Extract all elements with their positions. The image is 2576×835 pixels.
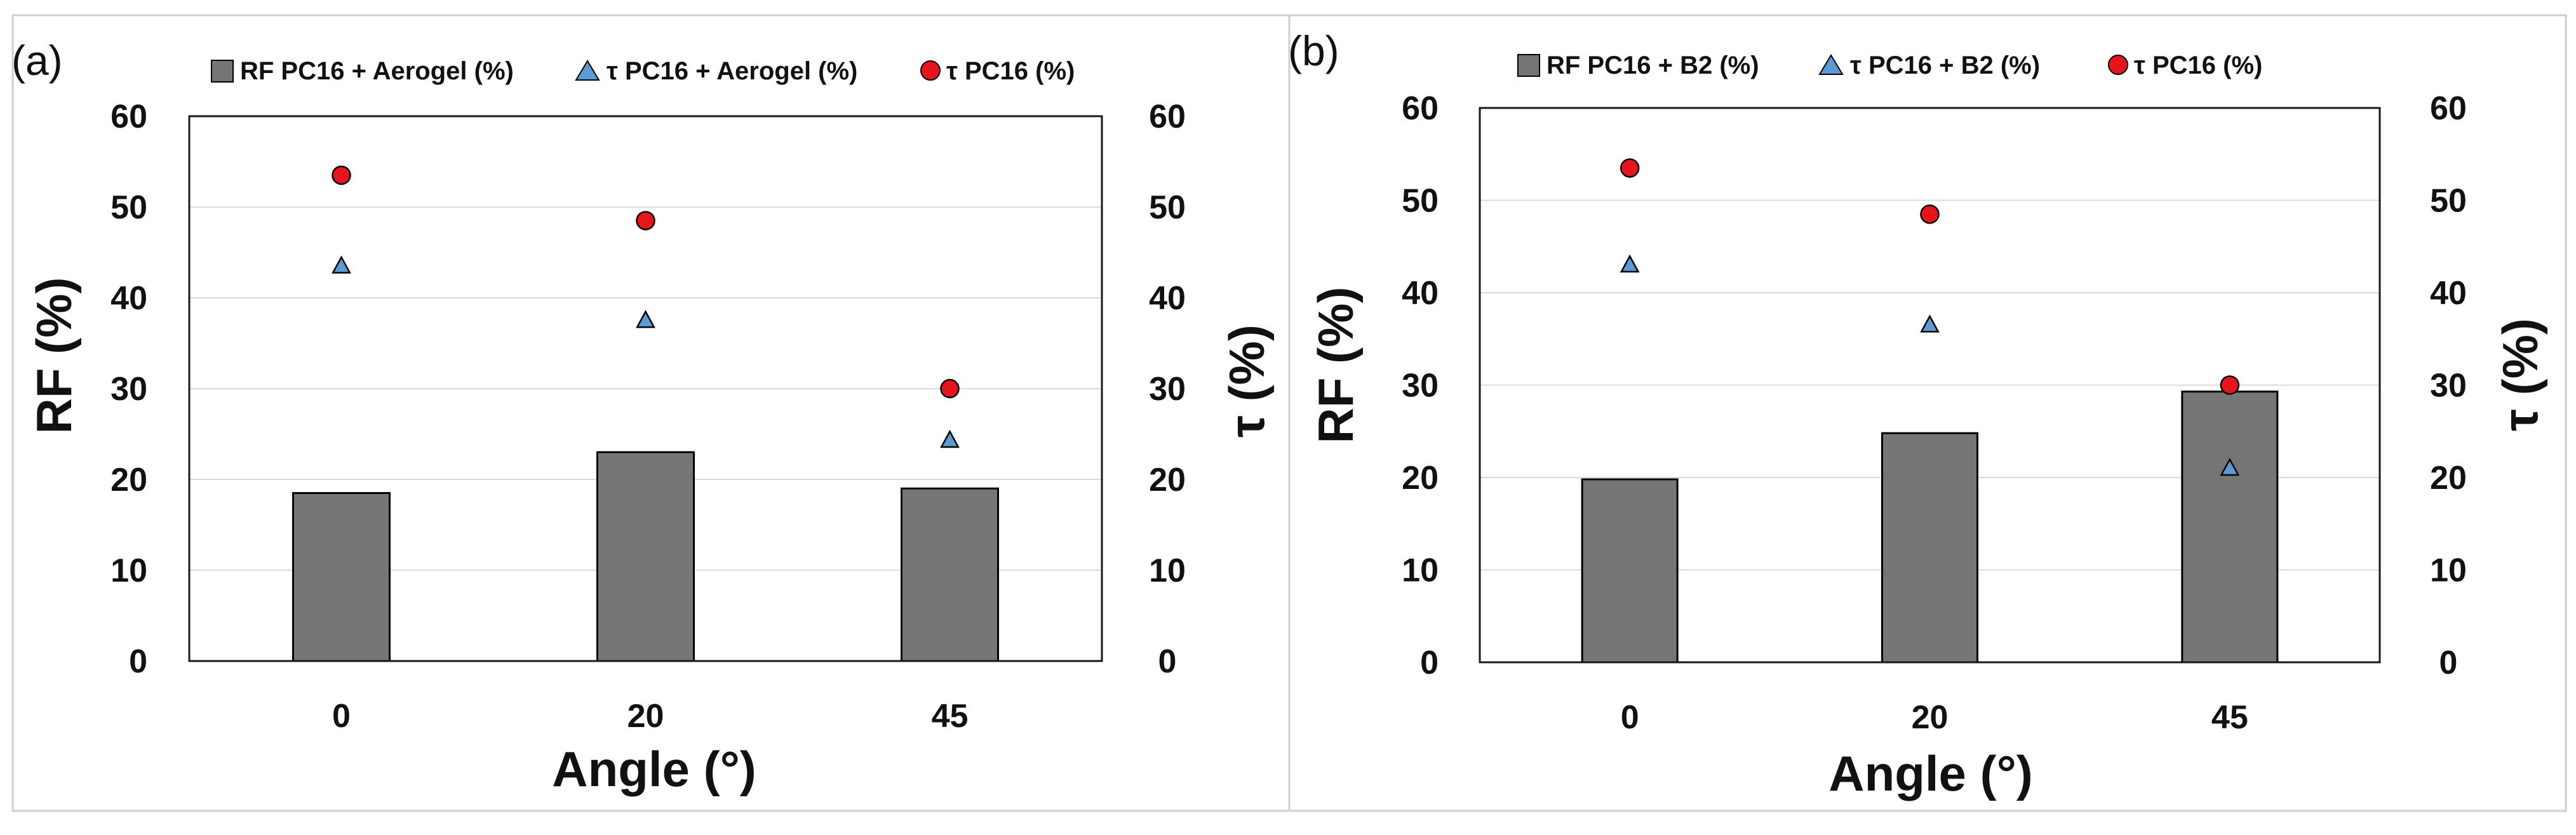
panel-b-x-axis-title: Angle (°) [1828,745,2032,801]
x-tick-label: 0 [332,698,351,735]
panel-a-y-axis-title: RF (%) [26,277,82,434]
panel-b-y2-axis-title: τ (%) [2492,318,2548,431]
panel-a-label: (a) [11,37,63,84]
panel-a-plot-frame [188,115,1103,662]
y2-tick-label: 10 [2430,552,2467,589]
panel-b-right-axis-ticks: 0 10 20 30 40 50 60 [2430,90,2467,681]
y2-tick-label: 40 [1149,280,1186,317]
legend-label-bar: RF PC16 + B2 (%) [1546,51,1759,79]
rf-bar-20 [1881,432,1978,664]
legend-label-bar: RF PC16 + Aerogel (%) [240,57,514,85]
panel-a-x-axis-title: Angle (°) [552,741,756,797]
panel-a-right-axis-ticks: 0 10 20 30 40 50 60 [1149,98,1186,680]
legend-bar-swatch [211,60,234,83]
tau-triangle-point-45 [940,429,960,448]
y-tick-label: 10 [1402,552,1439,589]
tau-triangle-point-0 [1620,254,1640,273]
y-tick-label: 30 [111,371,147,408]
legend-triangle-swatch [1818,54,1844,75]
legend-bar-swatch [1517,54,1540,77]
panel-b-legend: RF PC16 + B2 (%) τ PC16 + B2 (%) τ PC16 … [1517,51,2262,79]
rf-bar-45 [901,487,999,662]
y2-tick-label: 20 [1149,462,1186,498]
y-tick-label: 30 [1402,368,1439,404]
legend-circle-swatch [2108,55,2128,75]
chart-panel-a: (a) RF PC16 + Aerogel (%) τ PC16 + Aerog… [11,14,1291,812]
y-tick-label: 0 [1420,645,1439,681]
tau-triangle-point-45 [2220,457,2240,476]
legend-label-triangle: τ PC16 + B2 (%) [1850,51,2040,79]
y-tick-label: 50 [1402,183,1439,220]
x-tick-label: 45 [2211,699,2248,736]
panel-a-bars [292,451,999,662]
y2-tick-label: 0 [2439,645,2458,681]
legend-circle-swatch [920,60,941,81]
panel-b-bars [1581,391,2279,664]
x-tick-label: 20 [1912,699,1949,736]
y-tick-label: 20 [111,462,147,498]
y2-tick-label: 60 [2430,90,2467,127]
x-tick-label: 20 [627,698,664,735]
panel-b-x-axis-ticks: 0 20 45 [1621,699,2248,736]
tau-triangle-point-0 [332,255,351,274]
panel-a-legend: RF PC16 + Aerogel (%) τ PC16 + Aerogel (… [211,57,1075,85]
legend-label-circle: τ PC16 (%) [2134,51,2262,79]
y2-tick-label: 20 [2430,460,2467,497]
panel-b-left-axis-ticks: 0 10 20 30 40 50 60 [1402,90,1439,681]
rf-bar-0 [1581,478,1679,664]
y2-tick-label: 30 [2430,368,2467,404]
rf-bar-0 [292,491,391,662]
rf-bar-45 [2181,391,2279,664]
chart-panel-b: (b) RF PC16 + B2 (%) τ PC16 + B2 (%) τ P… [1288,14,2567,812]
y-tick-label: 40 [1402,275,1439,312]
y2-tick-label: 60 [1149,98,1186,135]
panel-a-x-axis-ticks: 0 20 45 [332,698,968,735]
panel-b-points [1620,158,2240,476]
panel-a-border [11,14,1291,812]
rf-bar-20 [596,451,695,662]
legend-triangle-swatch [575,60,600,81]
panel-b-y-axis-title: RF (%) [1308,287,1364,444]
tau-circle-point-20 [636,211,655,230]
y2-tick-label: 50 [1149,189,1186,226]
y-tick-label: 40 [111,280,147,317]
tau-circle-point-20 [1920,204,1940,224]
tau-triangle-point-20 [636,310,655,328]
legend-label-triangle: τ PC16 + Aerogel (%) [607,57,857,85]
tau-circle-point-0 [1620,158,1640,178]
y-tick-label: 0 [129,643,147,680]
panel-b-border [1288,14,2567,812]
tau-triangle-point-20 [1920,314,1940,333]
y-tick-label: 20 [1402,460,1439,497]
y-tick-label: 10 [111,552,147,589]
y2-tick-label: 10 [1149,552,1186,589]
legend-label-circle: τ PC16 (%) [946,57,1075,85]
y-tick-label: 50 [111,189,147,226]
panel-b-plot-frame [1479,107,2381,664]
y2-tick-label: 0 [1158,643,1177,680]
x-tick-label: 0 [1621,699,1639,736]
y2-tick-label: 30 [1149,371,1186,408]
y-tick-label: 60 [111,98,147,135]
y2-tick-label: 40 [2430,275,2467,312]
panel-a-left-axis-ticks: 0 10 20 30 40 50 60 [111,98,147,680]
panel-a-y2-axis-title: τ (%) [1219,324,1275,438]
tau-circle-point-45 [2220,375,2240,395]
tau-circle-point-45 [940,378,960,399]
tau-circle-point-0 [332,165,351,185]
y-tick-label: 60 [1402,90,1439,127]
y2-tick-label: 50 [2430,183,2467,220]
panel-a-points [332,165,960,448]
x-tick-label: 45 [932,698,969,735]
panel-b-label: (b) [1288,27,1339,74]
